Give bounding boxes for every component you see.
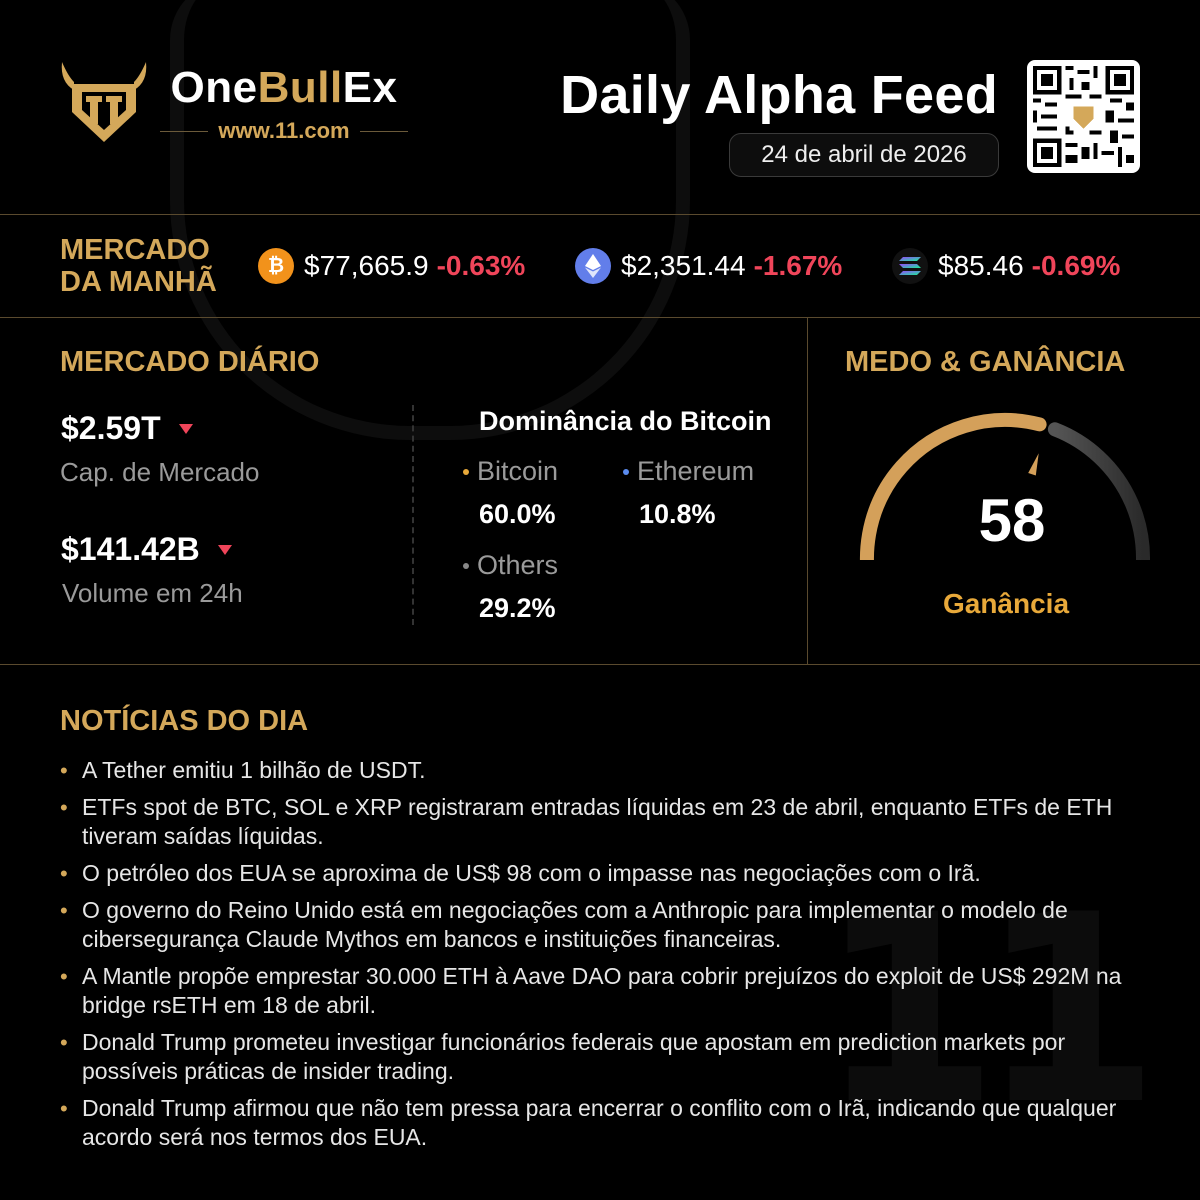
bull-logo-icon bbox=[61, 62, 147, 142]
ticker-sol[interactable]: $85.46 -0.69% bbox=[892, 246, 1120, 286]
divider bbox=[359, 130, 408, 132]
solana-icon bbox=[892, 248, 928, 284]
down-arrow-icon bbox=[217, 544, 232, 555]
divider bbox=[0, 214, 1200, 215]
ticker-price: $2,351.44 bbox=[621, 250, 746, 281]
btc-dominance-title: Dominância do Bitcoin bbox=[479, 406, 772, 436]
volume-label: Volume em 24h bbox=[62, 578, 243, 608]
ticker-eth[interactable]: $2,351.44 -1.67% bbox=[575, 246, 842, 286]
gauge-track bbox=[1047, 422, 1150, 560]
news-item: A Tether emitiu 1 bilhão de USDT. bbox=[60, 756, 1160, 785]
news-item: Donald Trump afirmou que não tem pressa … bbox=[60, 1094, 1160, 1152]
ethereum-icon bbox=[575, 248, 611, 284]
divider bbox=[412, 405, 414, 625]
ticker-change: -1.67% bbox=[753, 250, 843, 281]
news-list: A Tether emitiu 1 bilhão de USDT. ETFs sp… bbox=[60, 756, 1160, 1160]
ticker-change: -0.69% bbox=[1031, 250, 1121, 281]
morning-market-label: MERCADO DA MANHÃ bbox=[60, 234, 217, 298]
bullet-dot-icon bbox=[623, 468, 629, 475]
volume-value: $141.42B bbox=[61, 531, 232, 568]
bullet-dot-icon bbox=[463, 562, 469, 569]
dominance-item-ethereum: Ethereum 10.8% bbox=[623, 456, 754, 530]
gauge-fill bbox=[860, 413, 1047, 560]
ticker-btc[interactable]: ₿ $77,665.9 -0.63% bbox=[258, 246, 525, 286]
qr-code-icon[interactable] bbox=[1027, 60, 1140, 173]
dominance-item-others: Others 29.2% bbox=[463, 550, 558, 624]
dominance-item-bitcoin: Bitcoin 60.0% bbox=[463, 456, 558, 530]
news-item: ETFs spot de BTC, SOL e XRP registraram … bbox=[60, 793, 1160, 851]
market-cap-value: $2.59T bbox=[61, 410, 193, 447]
divider bbox=[0, 317, 1200, 318]
daily-market-title: MERCADO DIÁRIO bbox=[60, 346, 320, 378]
divider bbox=[160, 130, 209, 132]
news-item: Donald Trump prometeu investigar funcion… bbox=[60, 1028, 1160, 1086]
bitcoin-icon: ₿ bbox=[258, 248, 294, 284]
fear-greed-gauge bbox=[860, 413, 1150, 560]
fear-greed-value: 58 bbox=[978, 487, 1046, 554]
news-title: NOTÍCIAS DO DIA bbox=[60, 705, 309, 737]
news-item: O petróleo dos EUA se aproxima de US$ 98… bbox=[60, 859, 1160, 888]
brand-url[interactable]: www.11.com bbox=[218, 118, 350, 143]
bullet-dot-icon bbox=[463, 468, 469, 475]
brand-name: OneBullEx bbox=[170, 63, 398, 112]
date-badge: 24 de abril de 2026 bbox=[729, 133, 999, 177]
down-arrow-icon bbox=[178, 423, 193, 434]
ticker-price: $77,665.9 bbox=[304, 250, 429, 281]
gauge-needle-icon bbox=[1028, 453, 1039, 476]
news-item: O governo do Reino Unido está em negocia… bbox=[60, 896, 1160, 954]
brand-logo[interactable]: OneBullEx www.11.com bbox=[58, 60, 408, 144]
divider bbox=[807, 317, 808, 665]
page-title: Daily Alpha Feed bbox=[560, 65, 998, 125]
fear-greed-title: MEDO & GANÂNCIA bbox=[845, 346, 1126, 378]
fear-greed-label: Ganância bbox=[942, 588, 1070, 619]
ticker-change: -0.63% bbox=[436, 250, 526, 281]
ticker-price: $85.46 bbox=[938, 250, 1024, 281]
market-cap-label: Cap. de Mercado bbox=[60, 457, 260, 487]
divider bbox=[0, 664, 1200, 665]
news-item: A Mantle propõe emprestar 30.000 ETH à A… bbox=[60, 962, 1160, 1020]
header: OneBullEx www.11.com Daily Alpha Feed 24… bbox=[0, 0, 1200, 214]
